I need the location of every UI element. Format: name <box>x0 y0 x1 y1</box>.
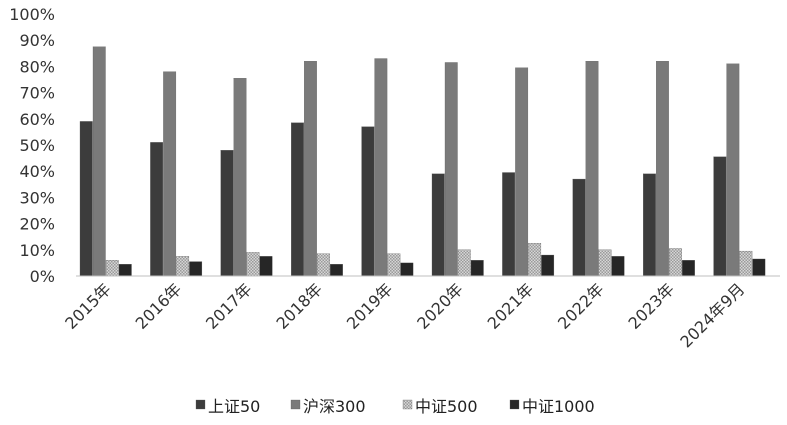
bar-3-7 <box>528 243 542 277</box>
bar-3-1 <box>105 260 119 277</box>
bar-1-6 <box>431 173 445 277</box>
bar-3-9 <box>669 248 682 277</box>
bar-3-10 <box>739 250 753 277</box>
bar-4-4 <box>330 264 343 277</box>
bar-2-2 <box>163 71 177 277</box>
legend-swatch <box>290 399 301 410</box>
bar-4-10 <box>752 258 766 277</box>
bar-3-2 <box>176 256 190 277</box>
bar-4-2 <box>189 261 203 277</box>
x-tick-label: 2016年 <box>132 279 186 333</box>
bar-1-5 <box>361 126 375 277</box>
bars <box>79 46 766 277</box>
y-tick-label: 90% <box>19 31 55 50</box>
y-tick-label: 40% <box>19 162 55 181</box>
bar-2-10 <box>726 63 740 277</box>
bar-2-9 <box>656 61 669 277</box>
bar-4-7 <box>541 254 555 277</box>
y-tick-label: 30% <box>19 188 55 207</box>
bar-2-3 <box>233 78 247 277</box>
legend-label: 沪深300 <box>303 397 366 416</box>
y-tick-label: 70% <box>19 84 55 103</box>
bar-2-5 <box>374 58 388 277</box>
bar-4-8 <box>611 256 625 277</box>
y-tick-label: 20% <box>19 215 55 234</box>
y-tick-label: 60% <box>19 110 55 129</box>
bar-2-8 <box>585 61 599 277</box>
y-tick-label: 50% <box>19 136 55 155</box>
x-tick-label: 2018年 <box>272 279 326 333</box>
legend-label: 上证50 <box>208 397 260 416</box>
legend-label: 中证1000 <box>522 397 595 416</box>
x-tick-label: 2022年 <box>554 279 608 333</box>
x-axis: 2015年 2016年 2017年 2018年 2019年 2020年 2021年 2022年… <box>61 279 748 351</box>
bar-3-5 <box>387 253 401 277</box>
bar-4-6 <box>470 260 484 277</box>
legend: 上证50 沪深300 中证500 中证1000 <box>195 397 595 416</box>
bar-2-1 <box>92 46 106 277</box>
bar-2-7 <box>515 67 529 277</box>
x-tick-label: 2017年 <box>202 279 256 333</box>
y-axis: 0% 10% 20% 30% 40% 50% 60% 70% 80% 90% 100% <box>9 5 55 286</box>
bar-1-10 <box>713 156 727 277</box>
bar-3-3 <box>246 252 260 277</box>
bar-1-9 <box>643 173 656 277</box>
x-tick-label: 2019年 <box>343 279 397 333</box>
x-tick-label: 2020年 <box>413 279 467 333</box>
bar-3-4 <box>317 253 330 277</box>
bar-1-3 <box>220 150 234 277</box>
bar-1-8 <box>572 178 586 277</box>
legend-label: 中证500 <box>415 397 478 416</box>
bar-3-8 <box>598 249 612 277</box>
x-tick-label: 2015年 <box>61 279 115 333</box>
bar-1-7 <box>502 172 516 277</box>
bar-1-2 <box>150 142 164 277</box>
y-tick-label: 80% <box>19 57 55 76</box>
legend-swatch <box>509 399 520 410</box>
legend-swatch <box>195 399 206 410</box>
y-tick-label: 10% <box>19 241 55 260</box>
x-tick-label: 2024年9月 <box>676 279 748 351</box>
x-tick-label: 2023年 <box>624 279 678 333</box>
x-tick-label: 2021年 <box>484 279 538 333</box>
bar-2-4 <box>304 61 317 277</box>
bar-2-6 <box>444 62 458 277</box>
bar-4-3 <box>259 256 273 277</box>
y-tick-label: 0% <box>30 267 55 286</box>
bar-4-9 <box>682 260 695 277</box>
bar-3-6 <box>457 249 471 277</box>
bar-1-1 <box>79 121 93 277</box>
y-tick-label: 100% <box>9 5 55 24</box>
bar-4-5 <box>400 262 414 277</box>
legend-swatch <box>402 399 413 410</box>
bar-1-4 <box>291 122 304 277</box>
bar-4-1 <box>118 264 132 277</box>
